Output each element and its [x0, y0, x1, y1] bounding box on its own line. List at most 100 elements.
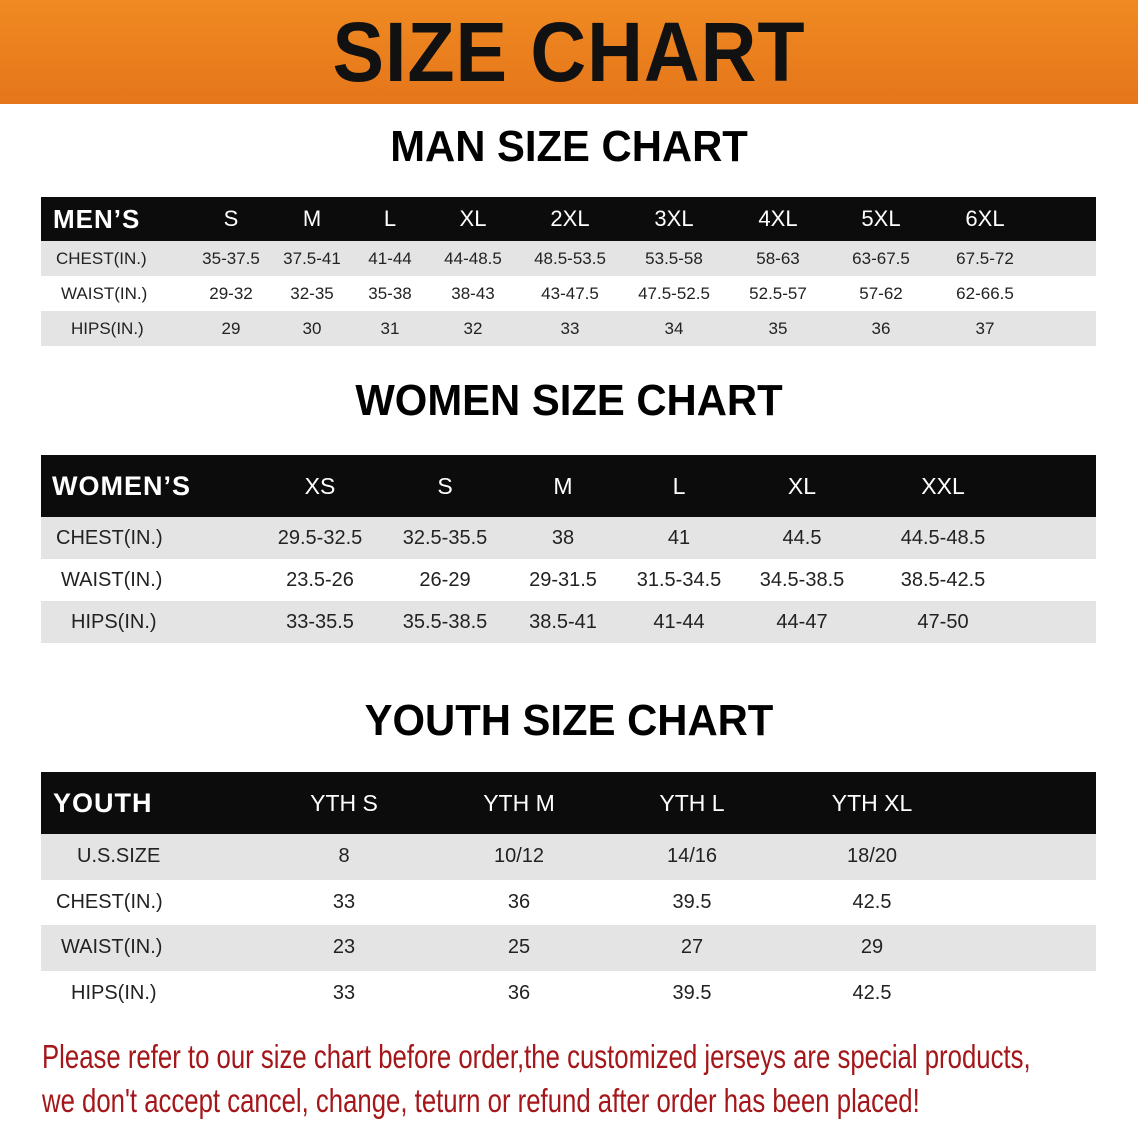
table-cell: 29-32 — [209, 283, 253, 303]
table-cell: 31.5-34.5 — [636, 568, 722, 591]
table-cell: 39.5 — [672, 890, 712, 913]
table-header-label: MEN’S — [53, 203, 141, 234]
table-cell: 32.5-35.5 — [402, 526, 488, 549]
size-column-header: S — [223, 206, 239, 231]
table-cell: 41-44 — [368, 248, 412, 268]
table-row: WAIST(IN.) 29-32 32-35 35-38 38-43 43-47.5 47.… — [41, 276, 1096, 311]
table-row: WAIST(IN.) 23.5-26 26-29 29-31.5 31.5-34.5 34… — [41, 559, 1096, 601]
size-column-header: YTH M — [483, 789, 555, 816]
table-cell: 38-43 — [451, 283, 495, 303]
table-cell: 47.5-52.5 — [638, 283, 710, 303]
measurement-label: HIPS(IN.) — [71, 610, 157, 633]
size-column-header: 2XL — [550, 206, 590, 231]
table-cell: 44.5-48.5 — [900, 526, 986, 549]
table-cell: 35-37.5 — [202, 248, 260, 268]
table-cell: 18/20 — [846, 845, 898, 868]
table-cell: 37 — [975, 318, 995, 338]
size-column-header: YTH XL — [831, 789, 913, 816]
table-cell: 44-48.5 — [444, 248, 502, 268]
table-cell: 10/12 — [493, 845, 545, 868]
notice-line-1: Please refer to our size chart before or… — [42, 1038, 1031, 1075]
table-cell: 33 — [560, 318, 580, 338]
youth-section-title: YOUTH SIZE CHART — [364, 696, 774, 745]
table-cell: 44.5 — [782, 526, 822, 549]
table-cell: 36 — [871, 318, 891, 338]
measurement-label: U.S.SIZE — [77, 845, 161, 868]
table-row: HIPS(IN.) 29 30 31 32 33 34 35 36 37 — [41, 311, 1096, 346]
measurement-label: CHEST(IN.) — [56, 890, 163, 913]
table-cell: 41 — [667, 526, 691, 549]
table-cell: 29-31.5 — [529, 568, 597, 591]
table-header-label: YOUTH — [53, 787, 153, 818]
youth-header-row: YOUTH YTH S YTH M YTH L YTH XL — [41, 772, 1096, 834]
size-column-header: S — [437, 472, 453, 499]
table-cell: 41-44 — [653, 610, 705, 633]
table-cell: 42.5 — [852, 981, 892, 1004]
men-size-table: MEN’S S M L XL 2XL 3XL 4XL 5XL 6XL CHEST(IN.) 35-37… — [41, 197, 1096, 346]
table-cell: 23.5-26 — [286, 568, 354, 591]
table-cell: 38.5-42.5 — [900, 568, 986, 591]
table-row: HIPS(IN.) 33-35.5 35.5-38.5 38.5-41 41-44 44-… — [41, 601, 1096, 643]
table-row: U.S.SIZE 8 10/12 14/16 18/20 — [41, 834, 1096, 880]
size-column-header: L — [672, 472, 686, 499]
table-cell: 43-47.5 — [541, 283, 599, 303]
women-header-row: WOMEN’S XS S M L XL XXL — [41, 455, 1096, 517]
size-column-header: M — [302, 206, 322, 231]
table-row: CHEST(IN.) 35-37.5 37.5-41 41-44 44-48.5 48.5… — [41, 241, 1096, 276]
table-cell: 8 — [338, 845, 350, 868]
table-cell: 34 — [664, 318, 684, 338]
youth-size-table: YOUTH YTH S YTH M YTH L YTH XL U.S.SIZE 8 10/12… — [41, 772, 1096, 1016]
notice-line-2: we don't accept cancel, change, teturn o… — [42, 1082, 920, 1119]
table-cell: 35-38 — [368, 283, 412, 303]
women-section-title: WOMEN SIZE CHART — [355, 376, 783, 425]
table-cell: 36 — [507, 890, 531, 913]
measurement-label: WAIST(IN.) — [61, 936, 163, 959]
table-row: CHEST(IN.) 33 36 39.5 42.5 — [41, 879, 1096, 925]
size-column-header: 4XL — [758, 206, 798, 231]
size-column-header: XL — [459, 206, 487, 231]
table-cell: 33 — [332, 890, 356, 913]
table-cell: 27 — [680, 936, 704, 959]
table-cell: 58-63 — [756, 248, 800, 268]
table-cell: 36 — [507, 981, 531, 1004]
table-cell: 29 — [221, 318, 241, 338]
measurement-label: CHEST(IN.) — [56, 526, 163, 549]
table-cell: 63-67.5 — [852, 248, 910, 268]
table-cell: 39.5 — [672, 981, 712, 1004]
table-cell: 35 — [768, 318, 788, 338]
size-column-header: 6XL — [965, 206, 1005, 231]
table-cell: 35.5-38.5 — [402, 610, 488, 633]
table-cell: 32 — [463, 318, 483, 338]
size-column-header: 5XL — [861, 206, 901, 231]
banner-title: SIZE CHART — [332, 5, 806, 99]
table-cell: 53.5-58 — [645, 248, 703, 268]
measurement-label: HIPS(IN.) — [71, 981, 157, 1004]
men-header-row: MEN’S S M L XL 2XL 3XL 4XL 5XL 6XL — [41, 197, 1096, 241]
table-cell: 29 — [860, 936, 884, 959]
size-column-header: 3XL — [654, 206, 694, 231]
table-cell: 33-35.5 — [286, 610, 354, 633]
table-cell: 62-66.5 — [956, 283, 1014, 303]
table-cell: 14/16 — [666, 845, 718, 868]
measurement-label: HIPS(IN.) — [71, 318, 144, 338]
women-size-table: WOMEN’S XS S M L XL XXL CHEST(IN.) 29.5-32.5 32.5… — [41, 455, 1096, 643]
table-row: CHEST(IN.) 29.5-32.5 32.5-35.5 38 41 44.5 44.5… — [41, 517, 1096, 559]
table-row: HIPS(IN.) 33 36 39.5 42.5 — [41, 970, 1096, 1016]
size-column-header: YTH L — [659, 789, 725, 816]
table-cell: 32-35 — [290, 283, 334, 303]
men-section-title: MAN SIZE CHART — [390, 122, 748, 171]
size-column-header: L — [383, 206, 397, 231]
table-cell: 26-29 — [419, 568, 471, 591]
size-column-header: XS — [304, 472, 336, 499]
banner: SIZE CHART — [0, 0, 1138, 104]
size-column-header: XXL — [921, 472, 965, 499]
table-cell: 52.5-57 — [749, 283, 807, 303]
table-cell: 57-62 — [859, 283, 903, 303]
measurement-label: WAIST(IN.) — [61, 568, 163, 591]
table-cell: 31 — [380, 318, 400, 338]
table-cell: 38 — [551, 526, 575, 549]
table-cell: 23 — [332, 936, 356, 959]
table-cell: 30 — [302, 318, 322, 338]
table-cell: 38.5-41 — [529, 610, 597, 633]
size-column-header: YTH S — [310, 789, 378, 816]
